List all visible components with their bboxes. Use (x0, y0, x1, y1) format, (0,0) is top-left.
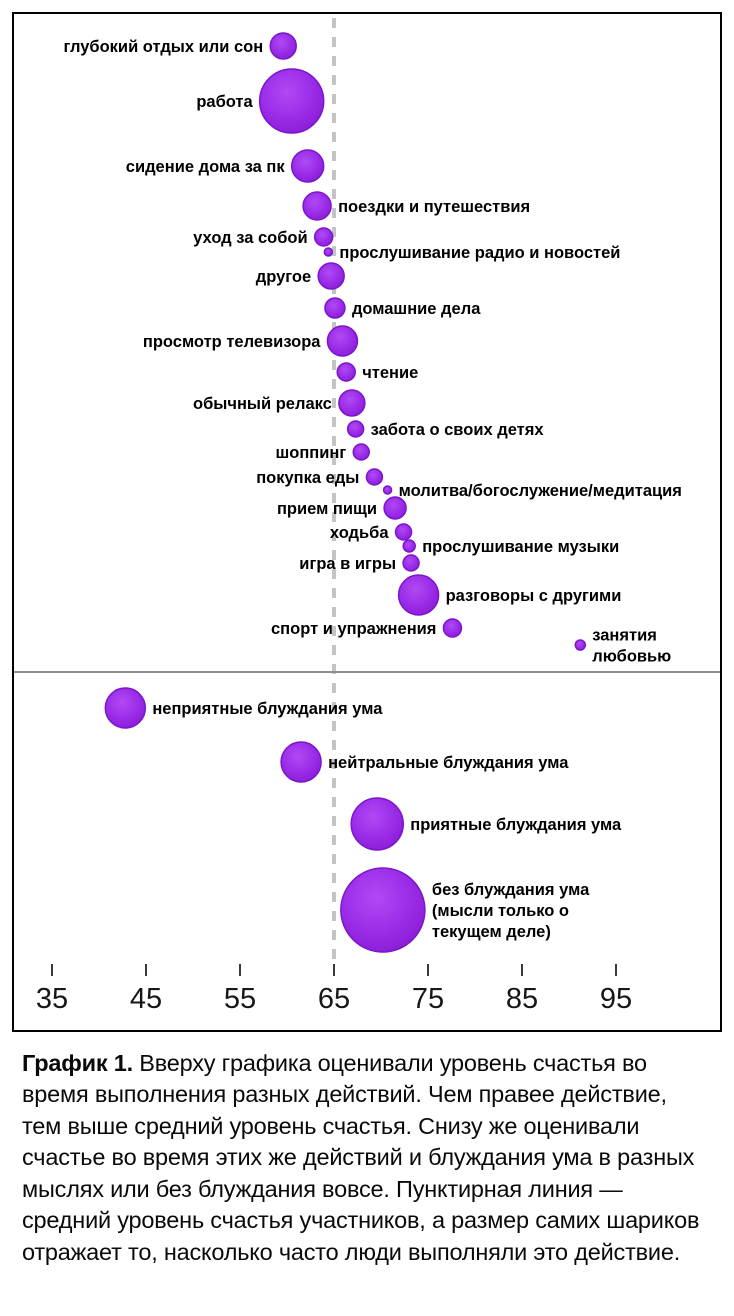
chart-frame: 35 45 55 65 75 85 95 глубокий отдых или сон рабо… (12, 12, 722, 1032)
bubble-label: занятия любовью (592, 627, 671, 666)
bubble-label: ходьба (330, 524, 389, 542)
bubble-label: покупка еды (256, 469, 359, 487)
bubble-label: домашние дела (352, 300, 481, 318)
bubble-label: другое (256, 268, 311, 286)
bubble-label: нейтральные блуждания ума (328, 754, 569, 772)
bubble (338, 389, 366, 417)
axis-tick-label: 65 (318, 983, 350, 1015)
bubble (269, 32, 297, 60)
bubble (317, 262, 345, 290)
axis-tick-label: 45 (130, 983, 162, 1015)
bubble-label: прослушивание радио и новостей (339, 244, 620, 262)
bubble-label: прослушивание музыки (422, 538, 619, 556)
bubble (302, 191, 332, 221)
bubble (394, 523, 413, 541)
bubble-label: глубокий отдых или сон (64, 38, 264, 56)
bubble-label: шоппинг (276, 444, 347, 462)
bubble (397, 574, 440, 616)
axis-tick-label: 95 (600, 983, 632, 1015)
bubble-label: чтение (362, 364, 418, 382)
bubble (323, 247, 334, 257)
bubble (340, 867, 426, 953)
bubble (352, 443, 371, 461)
bubble (402, 554, 420, 572)
bubble (365, 468, 384, 486)
bubble-label: сидение дома за пк (126, 158, 286, 176)
bubble (346, 420, 365, 438)
bubble (313, 227, 334, 247)
caption-figure-label: График 1. (22, 1050, 133, 1076)
axis-tick-label: 35 (36, 983, 68, 1015)
bubble-label: неприятные блуждания ума (152, 700, 383, 718)
bubble (574, 639, 587, 651)
axis-tick-label: 75 (412, 983, 444, 1015)
bubble-label: молитва/богослужение/медитация (399, 482, 682, 500)
bubble (382, 485, 393, 495)
bubble (104, 687, 147, 729)
chart-caption: График 1. Вверху графика оценивали урове… (22, 1048, 712, 1268)
bubble-label: просмотр телевизора (143, 333, 321, 351)
bubble (280, 741, 322, 783)
axis-tick-label: 85 (506, 983, 538, 1015)
bubble-label: игра в игры (299, 555, 396, 573)
caption-text: Вверху графика оценивали уровень счастья… (22, 1050, 700, 1265)
bubble-label: уход за собой (193, 229, 307, 247)
page: 35 45 55 65 75 85 95 глубокий отдых или сон рабо… (12, 12, 722, 1268)
bubble (383, 496, 407, 520)
bubble (402, 539, 416, 553)
bubble (290, 149, 325, 183)
bubble (442, 618, 463, 638)
bubble-label: поездки и путешествия (338, 198, 530, 216)
bubble-label: прием пищи (277, 500, 377, 518)
bubble-label: приятные блуждания ума (410, 816, 622, 834)
bubble-label: забота о своих детях (371, 421, 545, 439)
bubble-label: без блуждания ума (мысли только о текущем … (432, 881, 590, 941)
bubble-label: обычный релакс (193, 395, 332, 413)
happiness-bubble-chart: 35 45 55 65 75 85 95 глубокий отдых или сон рабо… (14, 18, 720, 1015)
axis-tick-label: 55 (224, 983, 256, 1015)
bubble (350, 797, 404, 851)
bubble-label: разговоры с другими (446, 587, 622, 605)
bubble (258, 68, 325, 134)
bubble (324, 297, 346, 319)
bubble (336, 362, 356, 382)
bubble-label: спорт и упражнения (271, 620, 436, 638)
bubble-label: работа (196, 93, 253, 111)
bubble (326, 325, 359, 357)
